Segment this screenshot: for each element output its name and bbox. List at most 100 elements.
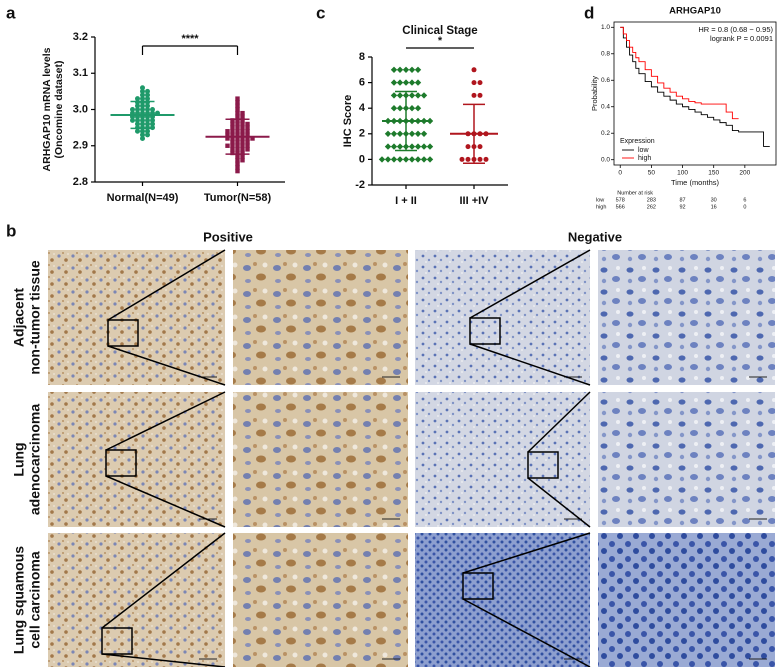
data-point (230, 125, 235, 130)
data-point (390, 130, 398, 137)
data-point (408, 66, 416, 73)
y-tick-label: 3.2 (73, 31, 88, 43)
data-point (408, 143, 416, 150)
data-point (240, 147, 245, 152)
risk-value: 566 (616, 204, 625, 210)
data-point (408, 105, 416, 112)
data-point (465, 144, 471, 150)
data-point (150, 117, 155, 123)
data-point (235, 96, 240, 101)
survival-curve (620, 26, 770, 147)
plot-frame (613, 21, 777, 166)
data-point (145, 132, 150, 138)
data-point (140, 128, 145, 134)
risk-value: 578 (616, 197, 625, 203)
data-point (240, 143, 245, 148)
data-point (135, 107, 140, 112)
x-tick-label: Normal(N=49) (107, 192, 179, 204)
data-point (240, 125, 245, 130)
zoom-line (462, 598, 591, 667)
x-tick-label: Tumor(N=58) (204, 192, 272, 204)
x-tick-label: I + II (395, 195, 417, 207)
y-tick-label: 2.9 (73, 140, 88, 152)
data-point (135, 128, 140, 134)
data-point (477, 144, 483, 150)
data-point (140, 88, 145, 94)
panel-letter: a (6, 3, 16, 22)
data-point (150, 121, 155, 127)
data-point (240, 110, 245, 116)
data-point (408, 156, 416, 163)
data-point (245, 129, 250, 134)
data-point (235, 168, 240, 174)
data-point (396, 105, 404, 112)
data-point (235, 161, 240, 167)
data-point (396, 66, 404, 73)
micrograph (48, 250, 225, 385)
data-point (245, 121, 250, 127)
y-tick-label: 3.1 (73, 67, 88, 79)
data-point (225, 129, 230, 134)
data-point (235, 154, 240, 159)
data-point (420, 143, 428, 150)
y-tick-label: 3.0 (73, 103, 88, 115)
data-point (471, 92, 477, 98)
legend-title: Expression (620, 138, 655, 145)
data-point (245, 143, 250, 148)
risk-value: 87 (679, 197, 685, 203)
data-point (145, 96, 150, 102)
zoom-box (101, 627, 133, 655)
zoom-line (527, 391, 591, 453)
data-point (230, 129, 235, 134)
zoom-line (469, 343, 591, 386)
data-point (240, 114, 245, 119)
y-axis-label: IHC Score (342, 95, 354, 148)
y-tick-label: 0.8 (601, 50, 610, 57)
data-point (414, 105, 422, 112)
legend-label: low (638, 147, 649, 154)
data-point (465, 156, 471, 162)
data-point (230, 121, 235, 127)
data-point (235, 107, 240, 112)
risk-table-title: Number at risk (617, 190, 653, 196)
data-point (240, 129, 245, 134)
data-point (390, 79, 398, 86)
data-point (140, 96, 145, 102)
row-label: cell carcinoma (27, 551, 43, 648)
data-point (402, 156, 410, 163)
data-point (396, 79, 404, 86)
data-point (245, 125, 250, 130)
y-tick-label: 2 (359, 128, 365, 140)
x-tick-label: III +IV (459, 195, 489, 207)
data-point (426, 156, 434, 163)
significance-label: * (438, 35, 443, 47)
x-tick-label: 100 (677, 170, 688, 177)
data-point (426, 143, 434, 150)
micrograph (415, 250, 590, 385)
risk-value: 283 (647, 197, 656, 203)
data-point (414, 130, 422, 137)
legend-label: high (638, 155, 651, 162)
data-point (414, 92, 422, 99)
data-point (390, 156, 398, 163)
data-point (140, 132, 145, 138)
data-point (390, 143, 398, 150)
data-point (483, 156, 489, 162)
zoom-line (105, 475, 226, 528)
data-point (230, 139, 235, 145)
risk-value: 30 (711, 197, 717, 203)
data-point (240, 139, 245, 145)
zoom-box (107, 319, 139, 347)
data-point (420, 130, 428, 137)
zoom-box (469, 317, 501, 345)
row-label: non-tumor tissue (27, 260, 43, 375)
data-point (396, 92, 404, 99)
annotation: HR = 0.8 (0.68 − 0.95) (698, 25, 773, 34)
panel-letter: c (316, 3, 325, 22)
y-tick-label: 8 (359, 51, 365, 63)
zoom-line (469, 249, 591, 319)
micrograph (598, 392, 775, 527)
data-point (402, 66, 410, 73)
data-point (245, 132, 250, 138)
